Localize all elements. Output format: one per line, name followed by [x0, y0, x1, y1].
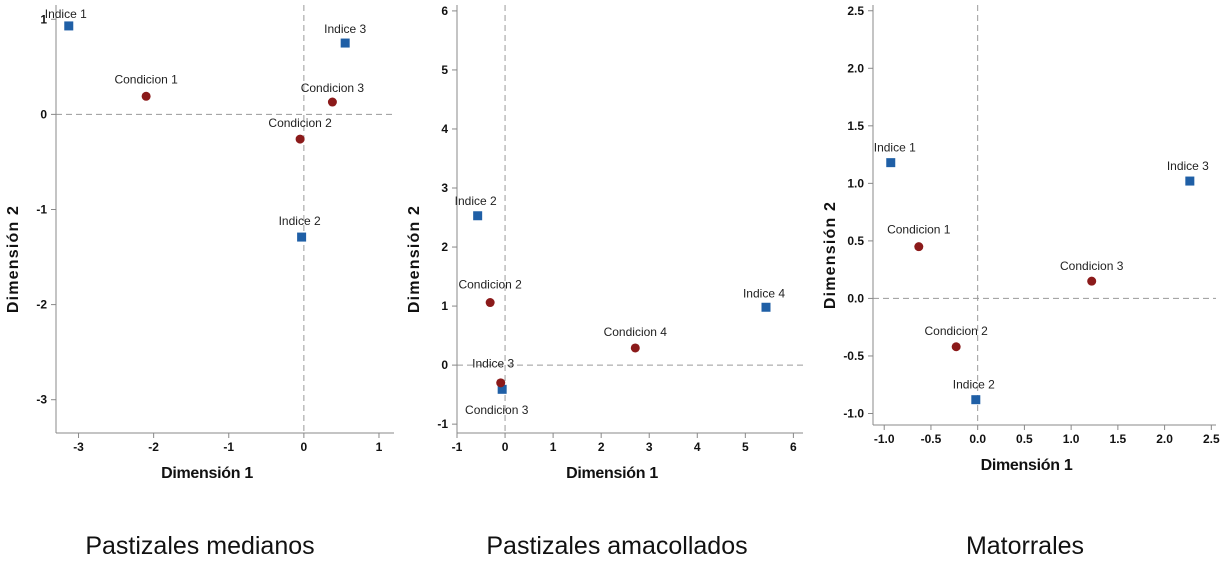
label-indice-3: Indice 3 [472, 356, 514, 370]
label-condicion-2: Condicion 2 [268, 116, 332, 130]
y-tick-label: -0.5 [843, 349, 864, 363]
label-condicion-3: Condicion 3 [465, 403, 529, 417]
x-tick-label: 0.5 [1016, 432, 1033, 446]
point-indice-4 [761, 302, 771, 312]
y-axis-title: Dimensión 2 [406, 205, 423, 313]
point-indice-1 [64, 21, 74, 31]
x-axis-title: Dimensión 1 [161, 465, 253, 482]
y-tick-label: 0.0 [847, 291, 864, 305]
figure: -3 -2 -1 0 1 -3 -2 -1 0 1 Dimensión 1 Dimensión 2 In… [5, 4, 1220, 482]
label-indice-3: Indice 3 [324, 22, 366, 36]
x-tick-label: -1 [452, 440, 463, 454]
x-axis-title: Dimensión 1 [981, 457, 1073, 474]
x-tick-label: 1 [550, 440, 557, 454]
point-condicion-3 [1087, 276, 1097, 286]
y-tick-label: -1.0 [843, 406, 864, 420]
chart-panel-1: -3 -2 -1 0 1 -3 -2 -1 0 1 Dimensión 1 Dimensión 2 In… [5, 5, 394, 482]
x-tick-label: -2 [148, 440, 159, 454]
label-indice-1: Indice 1 [45, 7, 87, 21]
point-indice-3 [340, 38, 350, 48]
label-condicion-3: Condicion 3 [1060, 259, 1124, 273]
y-tick-label: 1.0 [847, 176, 864, 190]
x-tick-label: 6 [790, 440, 797, 454]
point-indice-3 [1185, 176, 1195, 186]
label-indice-2: Indice 2 [953, 378, 995, 392]
y-tick-label: 2 [441, 240, 448, 254]
y-tick-label: 3 [441, 181, 448, 195]
label-condicion-2: Condicion 2 [924, 324, 988, 338]
y-tick-label: 1 [441, 299, 448, 313]
x-tick-label: 4 [694, 440, 701, 454]
x-tick-label: 5 [742, 440, 749, 454]
y-tick-label: -1 [36, 202, 47, 216]
point-condicion-3 [496, 378, 506, 388]
y-tick-label: -3 [36, 393, 47, 407]
caption-pastizales-amacollados: Pastizales amacollados [486, 532, 748, 560]
point-indice-2 [971, 395, 981, 405]
label-condicion-4: Condicion 4 [604, 325, 668, 339]
point-condicion-2 [485, 298, 495, 308]
point-indice-3 [497, 384, 507, 394]
x-tick-label: -1.0 [874, 432, 895, 446]
label-condicion-1: Condicion 1 [887, 223, 951, 237]
label-condicion-3: Condicion 3 [301, 81, 365, 95]
x-tick-label: 2.0 [1156, 432, 1173, 446]
y-tick-label: 0.5 [847, 234, 864, 248]
point-condicion-2 [951, 342, 961, 352]
label-condicion-2: Condicion 2 [458, 278, 522, 292]
y-tick-label: 4 [441, 122, 448, 136]
x-tick-label: 2.5 [1203, 432, 1220, 446]
y-axis-title: Dimensión 2 [822, 201, 839, 309]
x-tick-label: 1.0 [1063, 432, 1080, 446]
x-tick-label: -0.5 [921, 432, 942, 446]
y-tick-label: -1 [437, 417, 448, 431]
y-tick-label: 1.5 [847, 119, 864, 133]
y-tick-label: 1 [40, 12, 47, 26]
y-axis-title: Dimensión 2 [5, 205, 22, 313]
x-tick-label: 2 [598, 440, 605, 454]
point-condicion-3 [327, 97, 337, 107]
point-condicion-1 [141, 91, 151, 101]
point-indice-1 [886, 158, 896, 168]
point-condicion-4 [630, 343, 640, 353]
x-tick-label: 1 [376, 440, 383, 454]
y-tick-label: 0 [441, 358, 448, 372]
y-tick-label: 5 [441, 63, 448, 77]
label-indice-1: Indice 1 [874, 141, 916, 155]
x-tick-label: 0 [301, 440, 308, 454]
x-tick-label: 0.0 [969, 432, 986, 446]
y-tick-label: 2.0 [847, 61, 864, 75]
x-tick-label: 1.5 [1110, 432, 1127, 446]
x-axis-title: Dimensión 1 [566, 465, 658, 482]
x-tick-label: 0 [502, 440, 509, 454]
label-indice-3: Indice 3 [1167, 159, 1209, 173]
x-tick-label: 3 [646, 440, 653, 454]
chart-panel-3: -1.0 -0.5 0.0 0.5 1.0 1.5 2.0 2.5 -1.0 -0.5 0.0 0.5… [822, 4, 1220, 474]
label-indice-4: Indice 4 [743, 286, 785, 300]
label-condicion-1: Condicion 1 [114, 72, 178, 86]
chart-panel-2: -1 0 1 2 3 4 5 6 -1 0 1 2 3 4 5 6 Dimensión 1 Dimensión 2… [406, 4, 803, 482]
point-condicion-1 [914, 242, 924, 252]
x-tick-label: -3 [73, 440, 84, 454]
y-tick-label: 2.5 [847, 4, 864, 18]
label-indice-2: Indice 2 [455, 194, 497, 208]
caption-pastizales-medianos: Pastizales medianos [85, 532, 315, 560]
y-tick-label: 0 [40, 107, 47, 121]
y-tick-label: -2 [36, 298, 47, 312]
caption-matorrales: Matorrales [965, 532, 1085, 560]
point-condicion-2 [295, 134, 305, 144]
point-indice-2 [473, 211, 483, 221]
point-indice-2 [297, 232, 307, 242]
y-tick-label: 6 [441, 4, 448, 18]
label-indice-2: Indice 2 [279, 214, 321, 228]
x-tick-label: -1 [223, 440, 234, 454]
